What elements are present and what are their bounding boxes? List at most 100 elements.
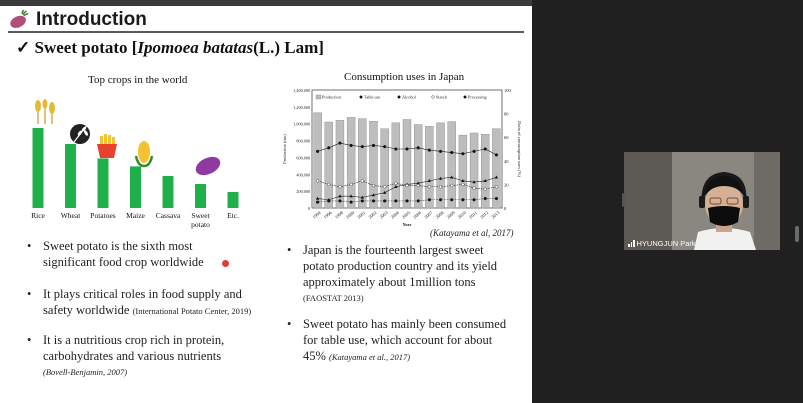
- crop-bar: [162, 176, 174, 208]
- production-bar: [469, 132, 479, 209]
- bullet-line: It is a nutritious crop rich in protein,: [43, 333, 225, 347]
- production-bar: [324, 121, 333, 209]
- crop-tick-label: Potatoes: [90, 211, 115, 220]
- legend-swatch: [315, 94, 322, 100]
- bullet-reference: (Katayama et al., 2017): [329, 352, 411, 362]
- japan-chart-title: Consumption uses in Japan: [344, 71, 465, 83]
- production-bar: [413, 124, 423, 209]
- slide-subtitle: ✓ Sweet potato [Ipomoea batatas(L.) Lam]: [16, 38, 324, 58]
- series-point: [338, 141, 342, 145]
- crop-bar: [195, 184, 206, 208]
- subtitle-italic: Ipomoea batatas: [137, 38, 254, 57]
- shared-slide: Introduction ✓ Sweet potato [Ipomoea bat…: [0, 0, 532, 403]
- bullet-reference: (Bovell-Benjamin, 2007): [43, 367, 128, 377]
- series-point: [427, 148, 431, 152]
- bullet-dot: •: [27, 287, 32, 301]
- y-tick-label: 1,400,000: [293, 88, 310, 94]
- right-scroll-handle[interactable]: [795, 226, 799, 242]
- series-point: [494, 185, 499, 189]
- x-tick-label: 2013: [490, 210, 501, 220]
- bullet-dot: •: [287, 243, 292, 257]
- bullet-line: It plays critical roles in food supply a…: [43, 287, 242, 301]
- series-point: [327, 182, 331, 186]
- series-point: [405, 147, 409, 151]
- x-tick-label: 2004: [390, 210, 401, 220]
- production-bar: [346, 117, 356, 209]
- series-line: [317, 198, 497, 203]
- production-bar: [391, 122, 401, 209]
- series-point: [494, 175, 499, 179]
- bullet-line: Sweet potato has mainly been consumed: [303, 317, 507, 331]
- y-tick-label: 400,000: [296, 172, 310, 178]
- bullet-dot: •: [27, 239, 32, 253]
- sweet-potato-icon: [10, 9, 29, 28]
- production-bar: [380, 128, 389, 209]
- production-bar: [358, 118, 367, 209]
- series-point: [450, 183, 454, 188]
- signal-bars-icon: [628, 240, 635, 247]
- crop-tick-label: Wheat: [61, 211, 81, 220]
- participant-video-tile[interactable]: HYUNGJUN Park: [624, 152, 780, 250]
- production-bar: [369, 120, 378, 209]
- production-bar: [313, 112, 322, 209]
- production-bar: [436, 122, 445, 209]
- crop-tick-label: Etc.: [227, 211, 239, 220]
- sweet-potato-chart-icon: [195, 156, 221, 176]
- series-point: [494, 196, 499, 201]
- x-tick-label: 2011: [468, 210, 478, 220]
- y-tick-label: 200,000: [296, 189, 310, 195]
- bullet-reference: (International Potato Center, 2019): [132, 306, 252, 316]
- y2-tick-label: 20: [504, 182, 509, 187]
- x-tick-label: 1998: [334, 210, 345, 220]
- series-point: [371, 183, 376, 188]
- y-axis-label: Production (ton): [282, 134, 287, 164]
- series-point: [461, 179, 465, 183]
- production-bar: [402, 119, 412, 209]
- subtitle-post: (L.) Lam]: [253, 38, 324, 57]
- y-tick-label: 600,000: [296, 155, 310, 161]
- production-bar: [481, 134, 490, 209]
- series-point: [405, 199, 409, 203]
- bullet-table-use: • Sweet potato has mainly been consumed …: [287, 316, 517, 365]
- bullet-line: for table use, which account for about: [303, 333, 493, 347]
- series-point: [360, 195, 364, 199]
- x-tick-label: 2005: [401, 210, 412, 220]
- participant-name-label: HYUNGJUN Park: [628, 239, 696, 248]
- series-point: [383, 190, 387, 194]
- legend-label: Production: [322, 95, 342, 100]
- participant-name: HYUNGJUN Park: [636, 239, 696, 248]
- series-point: [438, 198, 443, 202]
- series-point: [394, 184, 398, 188]
- crop-bar: [97, 158, 109, 208]
- series-point: [371, 193, 376, 197]
- production-bar: [447, 121, 456, 209]
- series-point: [349, 143, 353, 148]
- participant-avatar: [624, 152, 780, 250]
- series-point: [438, 185, 443, 189]
- y-tick-label: 0: [308, 206, 310, 211]
- series-point: [483, 187, 487, 191]
- series-point: [327, 146, 331, 150]
- x-tick-label: 1996: [323, 210, 334, 220]
- series-point: [494, 153, 499, 157]
- bullet-line-with-ref: 45% (Katayama et al., 2017): [303, 348, 517, 365]
- series-point: [383, 145, 387, 149]
- left-scroll-handle[interactable]: [622, 193, 625, 207]
- series-point: [438, 176, 443, 180]
- production-bar: [492, 128, 501, 209]
- legend-label: Alcohol: [402, 95, 417, 100]
- bullet-line: approximately about 1million tons: [303, 275, 476, 289]
- rice-icon: [35, 99, 55, 124]
- y2-tick-label: 0: [504, 206, 507, 211]
- check-mark: ✓: [16, 38, 31, 57]
- series-point: [450, 175, 454, 179]
- x-tick-label: 2008: [435, 210, 446, 220]
- bullet-line: significant food crop worldwide: [43, 255, 204, 269]
- y2-tick-label: 80: [504, 112, 509, 117]
- chart-citation: (Katayama et al, 2017): [430, 228, 514, 238]
- series-point: [483, 196, 487, 201]
- bullet-dot: •: [27, 333, 32, 347]
- french-fries-icon: [97, 134, 117, 158]
- crop-bar: [32, 128, 44, 208]
- series-point: [360, 179, 364, 183]
